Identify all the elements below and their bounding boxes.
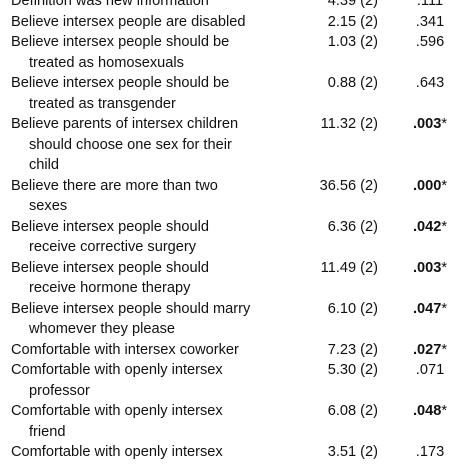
table-row: Believe intersex people should receive co…: [0, 217, 474, 258]
chi-square-value: 5.30 (2): [327, 362, 378, 378]
table-row: Comfortable with openly intersex friend 6.…: [0, 401, 474, 442]
row-label-line: treated as transgender: [29, 95, 176, 112]
p-value: .042: [412, 218, 442, 235]
row-label: Believe intersex people should be treated…: [0, 32, 474, 73]
significance-marker: *: [441, 177, 448, 194]
table-row: Comfortable with openly intersex professo…: [0, 360, 474, 401]
row-label-line: Comfortable with openly intersex: [11, 444, 223, 460]
chi-square-value: 7.23 (2): [327, 341, 378, 358]
significance-marker: *: [441, 403, 448, 419]
p-value: .643: [415, 75, 445, 91]
row-label: Comfortable with intersex coworker: [0, 340, 474, 361]
chi-square-value: 2.15 (2): [327, 13, 378, 30]
row-label-line: treated as homosexuals: [29, 54, 184, 71]
table-row: Believe there are more than two sexes 36.5…: [0, 176, 474, 217]
significance-marker: *: [441, 341, 448, 358]
row-label-line: professor: [29, 382, 90, 399]
p-value-cell: .000*: [400, 176, 460, 197]
chi-square-value: 11.49 (2): [320, 259, 378, 276]
p-value: .003: [412, 116, 442, 132]
row-label-line: Believe intersex people should: [11, 259, 209, 276]
chi-square-value: 36.56 (2): [319, 177, 378, 194]
table-row: Believe intersex people are disabled 2.15…: [0, 12, 474, 33]
table-row: Definition was new information 4.39 (2) .1…: [0, 0, 474, 12]
row-label-line: Comfortable with openly intersex: [11, 403, 223, 419]
chi-square-value: 6.08 (2): [327, 403, 378, 419]
p-value-cell: .003*: [400, 258, 460, 279]
row-label-line: Believe intersex people are disabled: [11, 13, 246, 30]
row-label-line: Comfortable with intersex coworker: [11, 341, 239, 358]
table-row: Believe intersex people should be treated…: [0, 32, 474, 73]
chi-square-value: 1.03 (2): [327, 34, 378, 50]
p-value-cell: .111: [400, 0, 460, 12]
row-label-line: whomever they please: [29, 321, 176, 337]
p-value: .173: [415, 444, 445, 460]
p-value: .027: [412, 341, 442, 358]
table-row: Comfortable with openly intersex 3.51 (2)…: [0, 442, 474, 463]
row-label-line: should choose one sex for their: [29, 136, 232, 153]
p-value-cell: .042*: [400, 217, 460, 238]
row-label: Believe there are more than two sexes: [0, 176, 474, 217]
p-value: .596: [415, 34, 445, 50]
row-label-line: receive corrective surgery: [29, 239, 197, 255]
p-value-cell: .047*: [400, 299, 460, 320]
p-value: .047: [412, 300, 442, 317]
row-label: Comfortable with openly intersex professo…: [0, 360, 474, 401]
chi-square-table: Definition was new information 4.39 (2) .1…: [0, 0, 474, 463]
table-row: Believe parents of intersex children shou…: [0, 114, 474, 176]
row-label-line: receive hormone therapy: [29, 280, 191, 296]
row-label-line: Definition was new information: [11, 0, 209, 9]
row-label-line: Believe intersex people should: [11, 218, 209, 235]
table-row: Believe intersex people should receive ho…: [0, 258, 474, 299]
p-value-cell: .048*: [400, 401, 460, 422]
row-label: Believe intersex people should marry whom…: [0, 299, 474, 340]
p-value-cell: .071: [400, 360, 460, 381]
p-value: .000: [412, 177, 442, 194]
significance-marker: *: [441, 259, 448, 276]
row-label-line: Believe intersex people should be: [11, 34, 230, 50]
chi-square-value: 11.32 (2): [320, 116, 378, 132]
p-value-cell: .596: [400, 32, 460, 53]
row-label-line: Believe parents of intersex children: [11, 116, 239, 132]
row-label-line: Believe there are more than two: [11, 177, 218, 194]
row-label: Believe intersex people should receive ho…: [0, 258, 474, 299]
p-value: .071: [415, 362, 445, 378]
p-value: .111: [416, 0, 444, 9]
chi-square-value: 0.88 (2): [327, 75, 378, 91]
row-label: Believe parents of intersex children shou…: [0, 114, 474, 176]
chi-square-value: 4.39 (2): [327, 0, 378, 9]
row-label: Believe intersex people are disabled: [0, 12, 474, 33]
row-label-line: Believe intersex people should marry: [11, 300, 251, 317]
p-value-cell: .643: [400, 73, 460, 94]
table-row: Believe intersex people should be treated…: [0, 73, 474, 114]
p-value-cell: .027*: [400, 340, 460, 361]
chi-square-value: 3.51 (2): [327, 444, 378, 460]
significance-marker: *: [441, 116, 448, 132]
chi-square-value: 6.36 (2): [327, 218, 378, 235]
table-row: Believe intersex people should marry whom…: [0, 299, 474, 340]
p-value-cell: .341: [400, 12, 460, 33]
p-value: .003: [412, 259, 442, 276]
p-value-cell: .173: [400, 442, 460, 463]
row-label: Comfortable with openly intersex friend: [0, 401, 474, 442]
table-row: Comfortable with intersex coworker 7.23 (…: [0, 340, 474, 361]
row-label: Believe intersex people should be treated…: [0, 73, 474, 114]
chi-square-value: 6.10 (2): [327, 300, 378, 317]
significance-marker: *: [441, 300, 448, 317]
p-value: .048: [412, 403, 442, 419]
p-value-cell: .003*: [400, 114, 460, 135]
row-label-line: child: [29, 157, 60, 173]
significance-marker: *: [441, 218, 448, 235]
p-value: .341: [415, 13, 445, 30]
row-label-line: Believe intersex people should be: [11, 75, 230, 91]
row-label-line: sexes: [29, 198, 68, 214]
row-label: Definition was new information: [0, 0, 474, 12]
row-label: Comfortable with openly intersex: [0, 442, 474, 463]
row-label-line: friend: [29, 423, 66, 440]
row-label-line: Comfortable with openly intersex: [11, 362, 223, 378]
row-label: Believe intersex people should receive co…: [0, 217, 474, 258]
